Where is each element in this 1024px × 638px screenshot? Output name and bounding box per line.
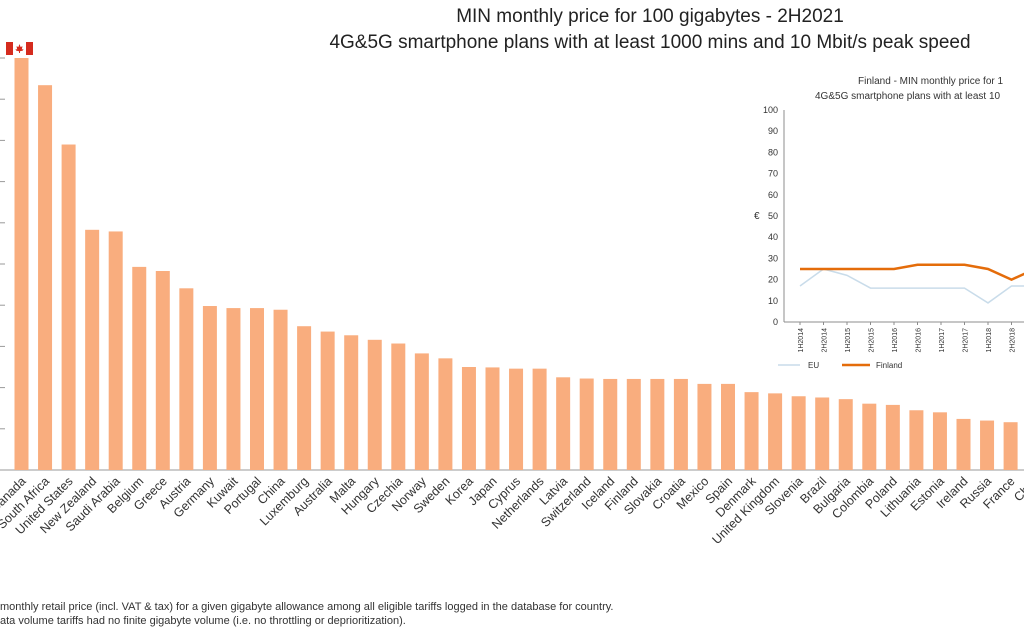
bar-china	[273, 309, 288, 470]
inset-y-tick-label: 30	[768, 253, 778, 263]
bar-korea	[461, 367, 476, 470]
inset-y-tick-label: 0	[773, 317, 778, 327]
inset-subtitle: 4G&5G smartphone plans with at least 10	[815, 91, 1001, 102]
inset-x-tick-label: 1H2016	[892, 328, 899, 353]
bar-croatia	[673, 378, 688, 470]
footnote-line-1: monthly retail price (incl. VAT & tax) f…	[0, 601, 614, 613]
bar-estonia	[932, 412, 947, 470]
inset-x-tick-label: 2H2014	[822, 328, 829, 353]
bar-brazil	[815, 397, 830, 470]
inset-x-tick-label: 2H2017	[963, 328, 970, 353]
inset-y-tick-label: 70	[768, 169, 778, 179]
bar-new-zealand	[85, 229, 100, 470]
bar-france	[1003, 422, 1018, 470]
inset-x-tick-label: 1H2015	[845, 328, 852, 353]
bar-canada	[14, 58, 29, 470]
bar-netherlands	[532, 368, 547, 470]
inset-y-tick-label: 40	[768, 232, 778, 242]
inset-y-tick-label: 100	[763, 105, 778, 115]
bar-hungary	[367, 339, 382, 470]
bar-saudi-arabia	[108, 231, 123, 470]
bar-czechia	[391, 343, 406, 470]
bar-greece	[155, 271, 170, 470]
inset-y-tick-label: 90	[768, 126, 778, 136]
bar-luxemburg	[297, 326, 312, 470]
inset-y-tick-label: 80	[768, 147, 778, 157]
inset-x-tick-label: 1H2017	[939, 328, 946, 353]
bar-slovakia	[650, 378, 665, 470]
bar-austria	[179, 288, 194, 470]
bar-switzerland	[579, 378, 594, 470]
bar-united-kingdom	[768, 393, 783, 470]
inset-x-tick-label: 2H2016	[916, 328, 923, 353]
inset-x-tick-label: 1H2018	[986, 328, 993, 353]
bar-latvia	[556, 377, 571, 470]
bar-russia	[980, 420, 995, 470]
bar-cyprus	[509, 368, 524, 470]
bar-norway	[414, 353, 429, 470]
inset-line-chart: Finland - MIN monthly price for 1 4G&5G s…	[754, 76, 1024, 370]
bar-sweden	[438, 358, 453, 470]
bar-finland	[626, 378, 641, 470]
bar-japan	[485, 367, 500, 470]
chart-title: MIN monthly price for 100 gigabytes - 2H…	[456, 6, 844, 27]
inset-y-tick-label: 60	[768, 190, 778, 200]
inset-y-axis-label: €	[754, 211, 760, 222]
inset-line-chart-panel: Finland - MIN monthly price for 1 4G&5G s…	[748, 70, 1024, 380]
bar-ireland	[956, 418, 971, 470]
bar-malta	[344, 335, 359, 470]
bar-spain	[721, 383, 735, 470]
bar-portugal	[250, 308, 264, 470]
bar-mexico	[697, 383, 712, 470]
inset-y-tick-label: 10	[768, 296, 778, 306]
inset-y-tick-label: 20	[768, 275, 778, 285]
category-label: Chile	[1011, 474, 1024, 504]
inset-x-tick-label: 2H2018	[1010, 328, 1017, 353]
bar-lithuania	[909, 410, 924, 470]
bar-slovenia	[791, 396, 806, 470]
legend-label-finland: Finland	[876, 361, 902, 370]
inset-x-tick-label: 1H2014	[798, 328, 805, 353]
bar-australia	[320, 331, 335, 470]
bar-germany	[202, 306, 217, 470]
bar-denmark	[744, 392, 759, 470]
bar-kuwait	[226, 308, 241, 470]
footnote-line-2: ata volume tariffs had no finite gigabyt…	[0, 615, 406, 627]
legend-label-eu: EU	[808, 361, 819, 370]
bar-colombia	[862, 403, 877, 470]
bar-poland	[885, 404, 900, 470]
inset-series-finland	[800, 263, 1024, 281]
inset-series-eu	[799, 268, 1024, 304]
inset-title: Finland - MIN monthly price for 1	[858, 76, 1003, 87]
bar-south-africa	[38, 85, 53, 470]
canada-flag-icon	[6, 42, 33, 55]
chart-subtitle: 4G&5G smartphone plans with at least 100…	[329, 32, 971, 53]
bar-iceland	[603, 378, 618, 470]
bar-united-states	[61, 144, 76, 470]
inset-x-tick-label: 2H2015	[869, 328, 876, 353]
bar-belgium	[132, 266, 147, 470]
bar-bulgaria	[838, 399, 853, 470]
inset-y-tick-label: 50	[768, 211, 778, 221]
